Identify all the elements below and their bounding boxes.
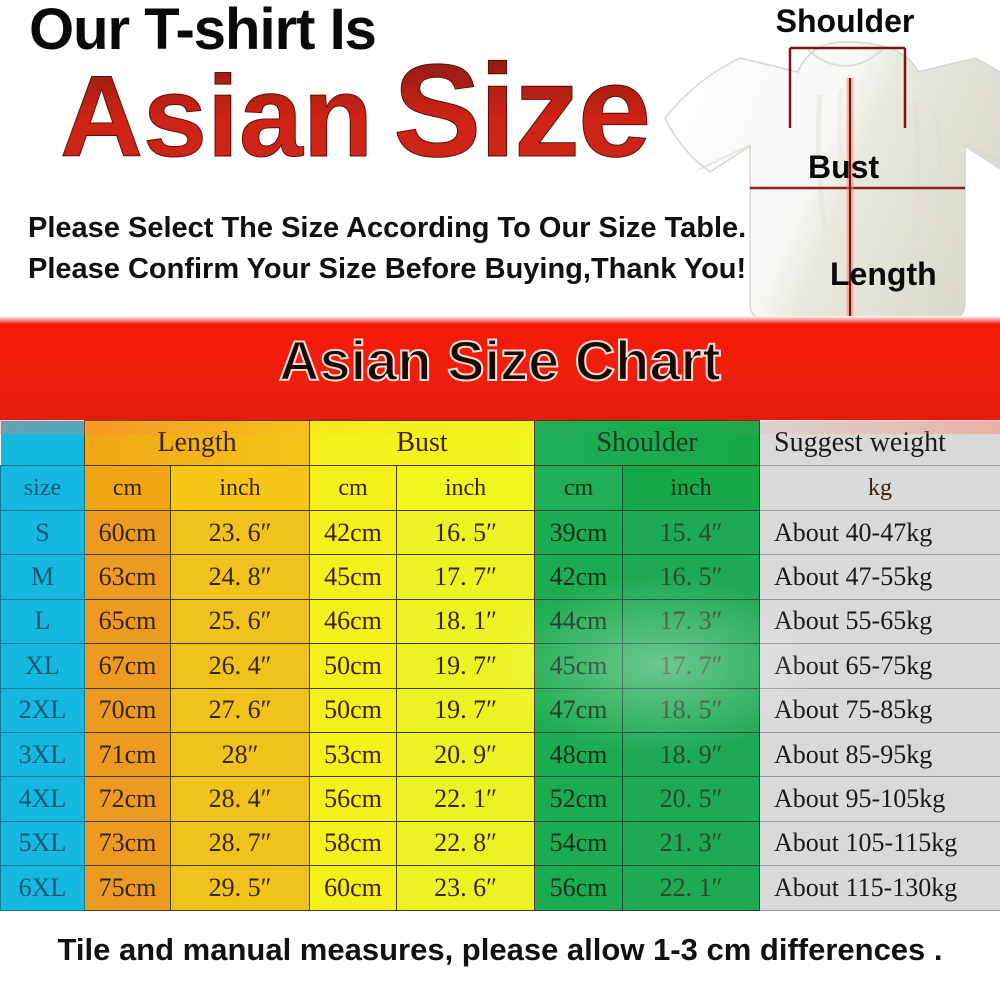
svg-text:Bust: Bust bbox=[808, 149, 879, 185]
svg-text:Length: Length bbox=[830, 256, 937, 292]
svg-text:Shoulder: Shoulder bbox=[776, 3, 915, 39]
